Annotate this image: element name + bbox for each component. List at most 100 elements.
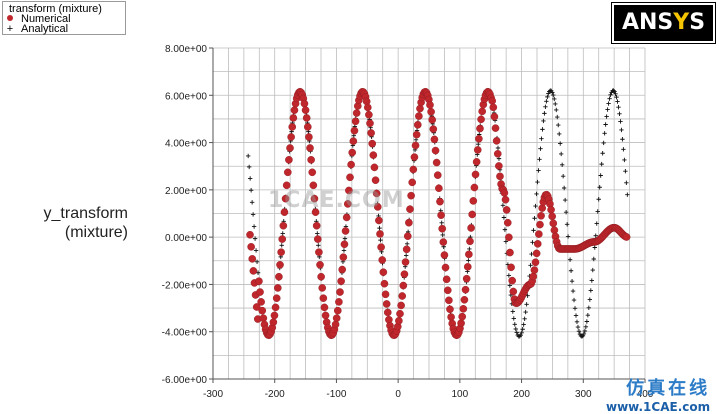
numerical-point — [339, 253, 348, 261]
analytical-point — [615, 99, 620, 104]
y-tick-label: 0.00e+00 — [165, 233, 207, 244]
analytical-point — [625, 192, 630, 197]
numerical-point — [468, 210, 477, 219]
analytical-point — [512, 322, 517, 327]
numerical-point — [311, 208, 320, 216]
analytical-point — [543, 104, 548, 110]
numerical-point — [349, 137, 358, 145]
numerical-point — [315, 248, 323, 256]
numerical-point — [458, 312, 467, 321]
analytical-point — [597, 185, 602, 190]
analytical-point — [521, 322, 526, 327]
numerical-point — [352, 109, 361, 117]
analytical-point — [590, 267, 595, 273]
legend-item-analytical: + Analytical — [5, 24, 68, 35]
analytical-point — [592, 245, 597, 250]
numerical-point — [431, 146, 440, 155]
analytical-point — [539, 136, 544, 141]
numerical-point — [368, 139, 377, 148]
numerical-point — [247, 243, 255, 251]
numerical-point — [413, 121, 422, 129]
numerical-point — [401, 258, 410, 266]
analytical-point — [403, 253, 409, 258]
numerical-point — [249, 267, 258, 275]
numerical-point — [432, 158, 441, 167]
numerical-point — [507, 263, 515, 272]
numerical-point — [272, 294, 281, 302]
numerical-point — [383, 308, 392, 317]
numerical-point — [381, 290, 390, 299]
analytical-point — [440, 232, 445, 238]
analytical-point — [503, 239, 509, 244]
numerical-point — [382, 300, 391, 308]
analytical-point — [533, 203, 538, 209]
y-axis-label: y_transform (mixture) — [4, 204, 128, 242]
numerical-point — [445, 296, 453, 305]
analytical-point — [518, 332, 523, 338]
numerical-point — [489, 103, 498, 112]
dot-marker-icon — [5, 14, 15, 25]
analytical-point — [619, 127, 624, 133]
numerical-point — [406, 205, 414, 213]
analytical-point — [248, 188, 254, 193]
analytical-point — [562, 197, 568, 203]
analytical-point — [600, 151, 605, 156]
analytical-point — [550, 90, 555, 95]
numerical-point — [336, 288, 344, 296]
numerical-point — [279, 221, 288, 230]
analytical-point — [552, 96, 557, 102]
watermark: 1CAE.COM — [268, 188, 405, 213]
numerical-point — [332, 314, 341, 323]
analytical-point — [245, 153, 251, 159]
analytical-point — [541, 118, 546, 124]
analytical-point — [476, 141, 481, 147]
numerical-point — [289, 114, 298, 122]
numerical-point — [275, 272, 283, 281]
analytical-point — [594, 221, 599, 226]
numerical-point — [343, 200, 352, 208]
numerical-point — [376, 230, 384, 238]
analytical-point — [621, 147, 626, 152]
numerical-point — [333, 306, 342, 315]
analytical-point — [556, 122, 561, 128]
numerical-point — [258, 306, 267, 315]
numerical-point — [365, 110, 373, 119]
analytical-point — [582, 328, 588, 334]
analytical-point — [614, 94, 619, 100]
analytical-point — [606, 101, 611, 106]
numerical-point — [501, 195, 510, 204]
numerical-point — [375, 216, 383, 225]
numerical-point — [472, 158, 481, 166]
numerical-point — [491, 124, 500, 132]
footer-brand: 仿真在线 www.1CAE.com — [606, 374, 710, 414]
numerical-point — [301, 106, 310, 114]
numerical-point — [437, 211, 445, 219]
analytical-point — [575, 324, 581, 330]
numerical-point — [465, 250, 473, 259]
numerical-point — [443, 286, 452, 295]
numerical-point — [471, 170, 480, 179]
numerical-point — [256, 288, 264, 296]
numerical-point — [276, 260, 284, 269]
analytical-point — [617, 111, 622, 117]
numerical-point — [288, 123, 297, 131]
analytical-point — [559, 162, 565, 168]
analytical-point — [599, 161, 604, 167]
numerical-point — [269, 318, 278, 327]
y-tick-label: 4.00e+00 — [165, 139, 207, 150]
numerical-point — [478, 107, 486, 116]
analytical-point — [604, 114, 609, 119]
analytical-point — [607, 96, 612, 101]
analytical-point — [564, 222, 570, 227]
plus-marker-icon: + — [6, 23, 14, 35]
footer-url-text: www.1CAE.com — [606, 400, 711, 414]
analytical-point — [341, 248, 347, 253]
analytical-point — [554, 107, 559, 113]
numerical-series — [246, 87, 631, 340]
numerical-point — [441, 263, 450, 272]
numerical-point — [537, 212, 545, 220]
numerical-point — [350, 126, 359, 135]
legend-label-analytical: Analytical — [21, 23, 69, 35]
analytical-point — [587, 297, 593, 302]
analytical-point — [602, 131, 607, 136]
